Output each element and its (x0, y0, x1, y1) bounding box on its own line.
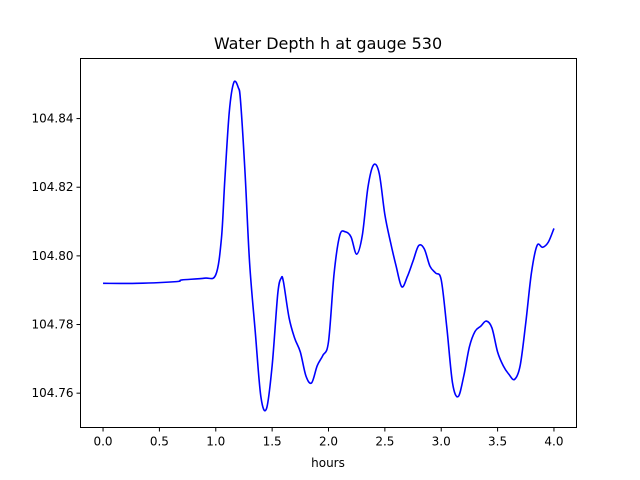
series-line (103, 80, 555, 412)
y-axis: 104.76 104.78 104.80 104.82 104.84 (32, 112, 81, 400)
x-tick-label: 3.0 (432, 435, 451, 449)
x-tick-label: 2.5 (375, 435, 394, 449)
x-axis-label: hours (311, 456, 345, 470)
x-tick-label: 0.0 (93, 435, 112, 449)
x-tick-label: 0.5 (150, 435, 169, 449)
x-tick-label: 3.5 (488, 435, 507, 449)
y-tick-label: 104.80 (32, 249, 74, 263)
chart-title: Water Depth h at gauge 530 (214, 34, 442, 53)
y-tick-label: 104.78 (32, 318, 74, 332)
x-axis: 0.0 0.5 1.0 1.5 2.0 2.5 3.0 3.5 4.0 (93, 427, 564, 449)
x-tick-label: 2.0 (319, 435, 338, 449)
plot-frame (80, 58, 577, 428)
plot-area (103, 80, 555, 412)
y-tick-label: 104.84 (32, 112, 74, 126)
x-tick-label: 4.0 (544, 435, 563, 449)
x-tick-label: 1.5 (263, 435, 282, 449)
x-tick-label: 1.0 (206, 435, 225, 449)
y-tick-label: 104.76 (32, 386, 74, 400)
y-tick-label: 104.82 (32, 180, 74, 194)
